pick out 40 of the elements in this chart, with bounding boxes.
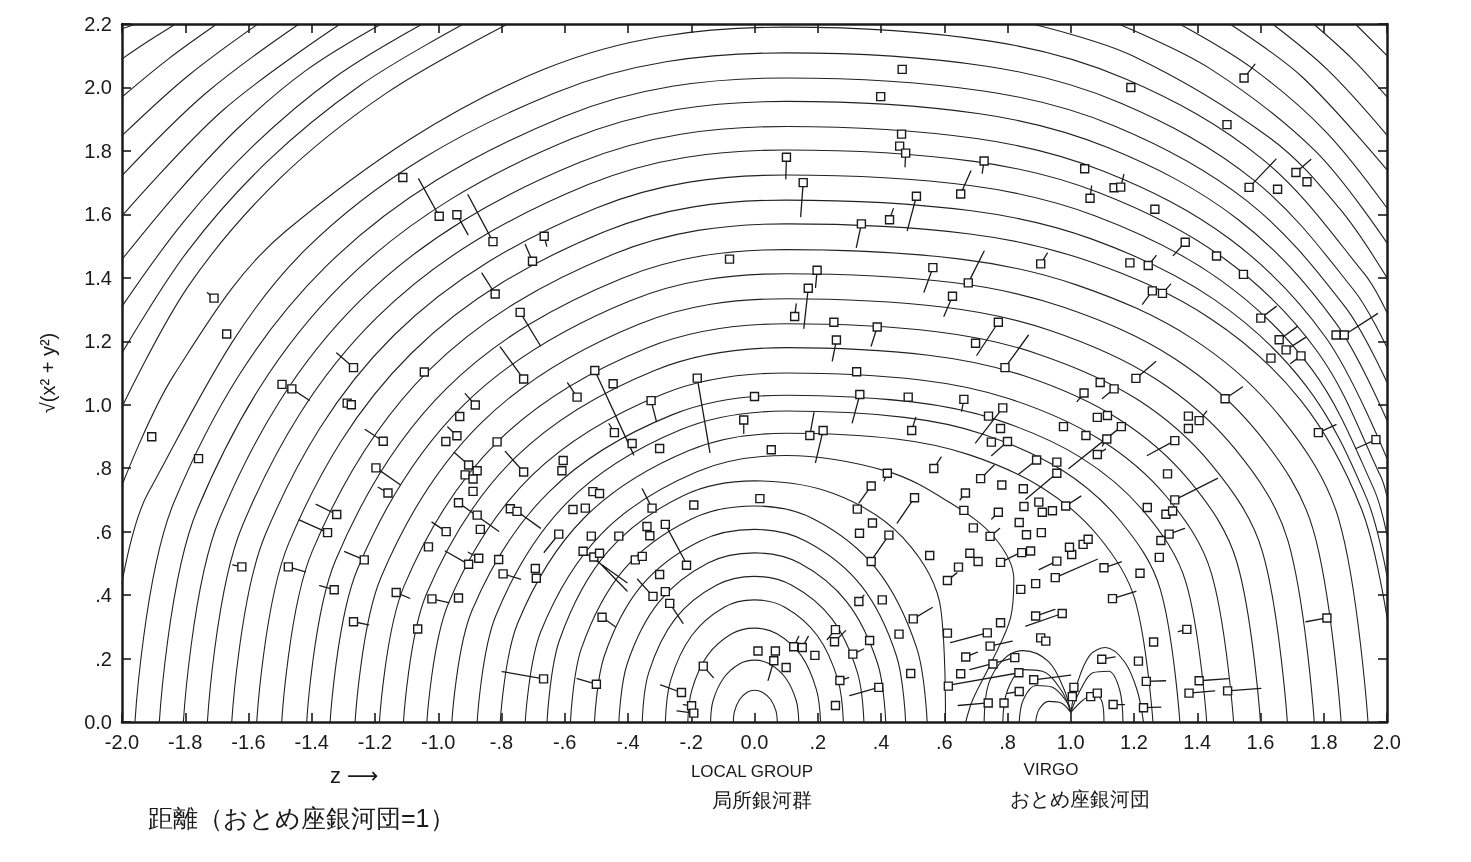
x-axis-title: z ⟶	[330, 762, 379, 788]
y-tick-label: .8	[95, 457, 112, 480]
x-tick-label: .4	[872, 731, 890, 753]
text: LOCAL GROUP	[690, 761, 814, 781]
y-tick-label: .6	[95, 520, 112, 543]
x-tick-label: -1.6	[231, 731, 266, 753]
text: VIRGO	[1023, 759, 1079, 779]
y-tick-label: .2	[95, 647, 112, 670]
x-tick-label: -1.4	[294, 731, 329, 753]
x-tick-label: .8	[999, 731, 1016, 753]
x-tick-label: -1.8	[168, 731, 203, 753]
y-tick-label: 1.6	[84, 203, 112, 226]
text: 局所銀河群	[712, 789, 812, 811]
x-tick-label: 1.8	[1309, 731, 1338, 753]
y-tick-label: 2.2	[84, 13, 112, 35]
x-tick-label: 1.0	[1056, 731, 1085, 753]
x-tick-label: 1.4	[1183, 731, 1212, 753]
x-tick-label: 1.6	[1246, 731, 1275, 753]
y-tick-label: 1.4	[84, 266, 112, 289]
x-tick-label: -.4	[616, 731, 640, 753]
text: 距離（おとめ座銀河団=1）	[148, 804, 455, 832]
y-tick-label: 1.2	[84, 330, 112, 353]
y-axis-title: √(x² + y²)	[37, 332, 59, 414]
x-tick-label: 2.0	[1373, 731, 1401, 753]
y-tick-label: 1.8	[84, 139, 112, 162]
x-tick-label: .6	[935, 731, 953, 753]
x-tick-label: 0.0	[740, 731, 769, 753]
x-tick-label: -1.2	[357, 731, 393, 753]
y-tick-label: 1.0	[84, 393, 112, 416]
y-tick-label: 0.0	[84, 711, 112, 733]
x-tick-label: -.6	[553, 731, 577, 753]
x-tick-label: 1.2	[1120, 731, 1148, 753]
x-tick-label: -.2	[679, 731, 703, 753]
text: おとめ座銀河団	[1010, 788, 1150, 810]
x-tick-label: .2	[809, 731, 827, 753]
x-tick-label: -2.0	[104, 731, 140, 753]
x-tick-label: -1.0	[421, 731, 456, 753]
x-tick-label: -.8	[489, 731, 514, 753]
y-tick-label: 2.0	[84, 76, 112, 99]
y-tick-label: .4	[95, 584, 112, 607]
